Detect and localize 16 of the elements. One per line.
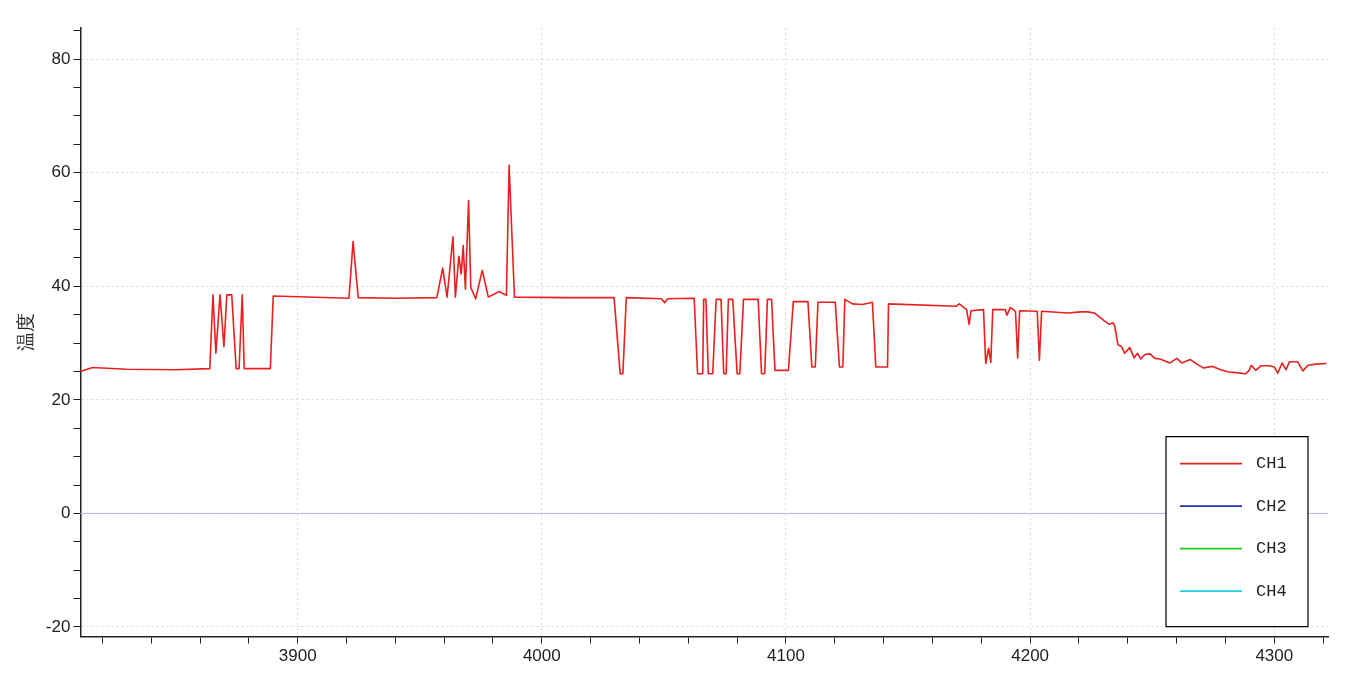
y-tick-label: 0	[60, 503, 71, 523]
legend-label: CH1	[1256, 454, 1287, 474]
x-tick-label: 4100	[767, 646, 805, 666]
x-tick-label: 4300	[1255, 646, 1294, 666]
y-axis-title: 温度	[14, 313, 37, 352]
y-tick-label: -20	[45, 616, 71, 636]
legend-label: CH3	[1256, 539, 1287, 559]
y-tick-label: 40	[51, 276, 71, 295]
x-tick-label: 4000	[522, 646, 561, 666]
legend-label: CH4	[1256, 581, 1287, 601]
y-tick-label: 60	[51, 162, 71, 182]
y-tick-label: 80	[51, 48, 71, 68]
x-tick-label: 4200	[1011, 646, 1050, 666]
y-tick-label: 20	[51, 389, 71, 409]
x-tick-label: 3900	[278, 646, 317, 666]
legend-label: CH2	[1256, 496, 1287, 516]
